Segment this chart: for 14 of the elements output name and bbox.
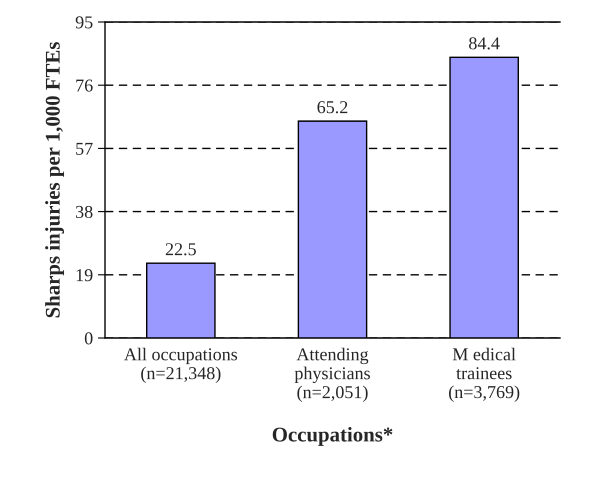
y-axis-title: Sharps injuries per 1,000 FTEs bbox=[45, 42, 64, 318]
x-tick-label: M edical trainees (n=3,769) bbox=[449, 348, 520, 402]
x-tick-label: Attending physicians (n=2,051) bbox=[294, 348, 370, 402]
data-label: 84.4 bbox=[469, 37, 500, 50]
data-label: 65.2 bbox=[317, 101, 348, 114]
y-tick-label: 76 bbox=[76, 80, 93, 92]
y-tick-label: 95 bbox=[76, 16, 92, 28]
y-tick-label: 0 bbox=[84, 332, 93, 344]
x-tick-label: All occupations (n=21,348) bbox=[124, 348, 238, 383]
data-label: 22.5 bbox=[166, 243, 196, 256]
y-tick-label: 57 bbox=[76, 142, 93, 155]
y-tick-label: 19 bbox=[76, 269, 92, 282]
y-tick-label: 38 bbox=[76, 206, 93, 218]
x-axis-title: Occupations* bbox=[272, 426, 392, 446]
